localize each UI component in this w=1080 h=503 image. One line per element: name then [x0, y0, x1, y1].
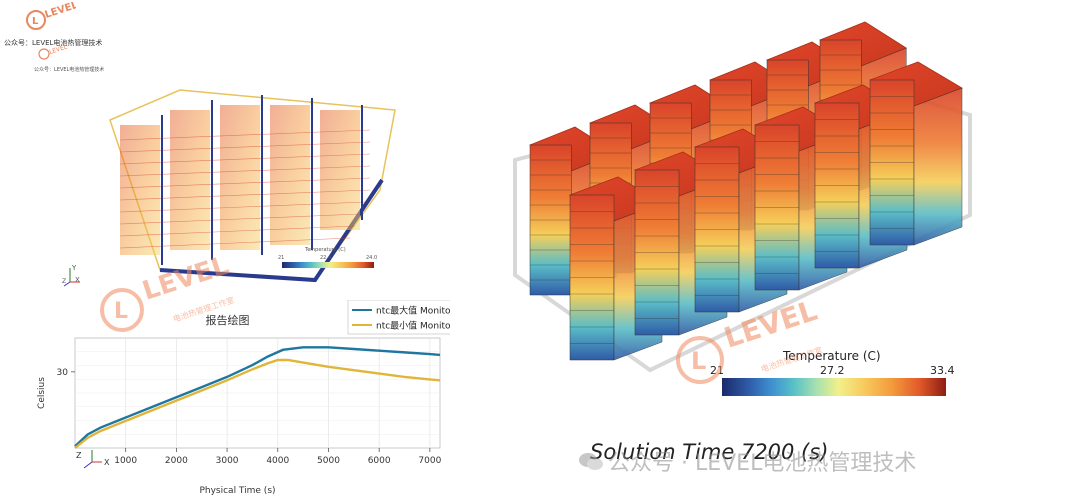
x-tick-label: 3000 — [216, 456, 239, 466]
chart-title: 报告绘图 — [206, 313, 250, 327]
colorbar-small-max: 24.0 — [366, 255, 378, 261]
stack-side — [913, 87, 963, 246]
chart-legend — [347, 300, 450, 335]
watermark-brand-left: LEVEL — [139, 251, 233, 307]
axis-label-z-top: Z — [62, 278, 67, 285]
colorbar-small-mid: 22.4 — [320, 255, 332, 261]
level-logo-small: L LEVEL — [26, 2, 76, 30]
cooling-pipe-render — [109, 89, 396, 283]
svg-text:LEVEL: LEVEL — [48, 44, 68, 56]
x-axis-label: Physical Time (s) — [199, 486, 275, 496]
legend-entry: ntc最大值 Monitor — [376, 305, 450, 317]
level-watermark-left: L LEVEL 电池热管理工作室 — [100, 251, 235, 332]
series-line — [74, 358, 441, 449]
colorbar-large-mid: 27.2 — [820, 364, 845, 377]
wechat-footer-text: 公众号 · LEVEL电池热管理技术 — [608, 451, 917, 476]
level-logo-tiny: LEVEL — [38, 44, 68, 60]
axis-label-y-top: Y — [72, 264, 77, 272]
colorbar-small — [282, 262, 374, 268]
svg-text:L: L — [32, 16, 39, 27]
series-line — [74, 346, 441, 448]
report-chart: 报告绘图 ntc最大值 Monitor ntc最小值 Monitor 1000 2000… — [37, 300, 450, 496]
solution-time-label: Solution Time 7200 (s) — [590, 440, 829, 464]
svg-text:LEVEL: LEVEL — [44, 2, 76, 21]
legend-entry: ntc最小值 Monitor — [376, 320, 450, 332]
svg-text:L: L — [114, 299, 128, 324]
colorbar-title-large: Temperature (C) — [783, 349, 881, 363]
watermark-sub-right: 电池热管理工作室 — [760, 345, 824, 374]
triad-z — [83, 461, 93, 469]
x-tick-label: 1000 — [114, 456, 137, 466]
x-tick-label: 4000 — [266, 456, 289, 466]
y-axis-label: Celsius — [37, 377, 47, 409]
cold-plate-array — [119, 105, 371, 255]
axis-triad-top — [63, 268, 80, 287]
wechat-icon — [579, 453, 603, 470]
y-tick-label: 30 — [57, 368, 69, 378]
watermark-brand-right: LEVEL — [720, 294, 821, 355]
battery-temperature-render — [513, 21, 972, 373]
x-tick-label: 5000 — [317, 456, 340, 466]
x-tick-label: 2000 — [165, 456, 188, 466]
colorbar-small-min: 21 — [278, 255, 285, 261]
colorbar-title-small: Temperature (C) — [305, 247, 346, 253]
level-watermark-right: L LEVEL 电池热管理工作室 — [676, 294, 824, 384]
triad-z-label: Z — [76, 451, 82, 460]
wechat-footer-watermark: 公众号 · LEVEL电池热管理技术 — [578, 445, 916, 477]
axis-label-x-top: X — [75, 276, 80, 284]
svg-text:L: L — [691, 347, 706, 375]
triad-x-label: X — [104, 458, 110, 467]
colorbar-large-max: 33.4 — [930, 364, 955, 377]
riser-pipes — [161, 95, 363, 265]
wechat-header-line1: 公众号：LEVEL电池热管理技术 — [4, 39, 103, 47]
x-tick-label: 7000 — [418, 456, 441, 466]
wechat-header-line2: 公众号：LEVEL电池热管理技术 — [34, 67, 105, 73]
x-tick-label: 6000 — [368, 456, 391, 466]
colorbar-large — [722, 378, 946, 396]
